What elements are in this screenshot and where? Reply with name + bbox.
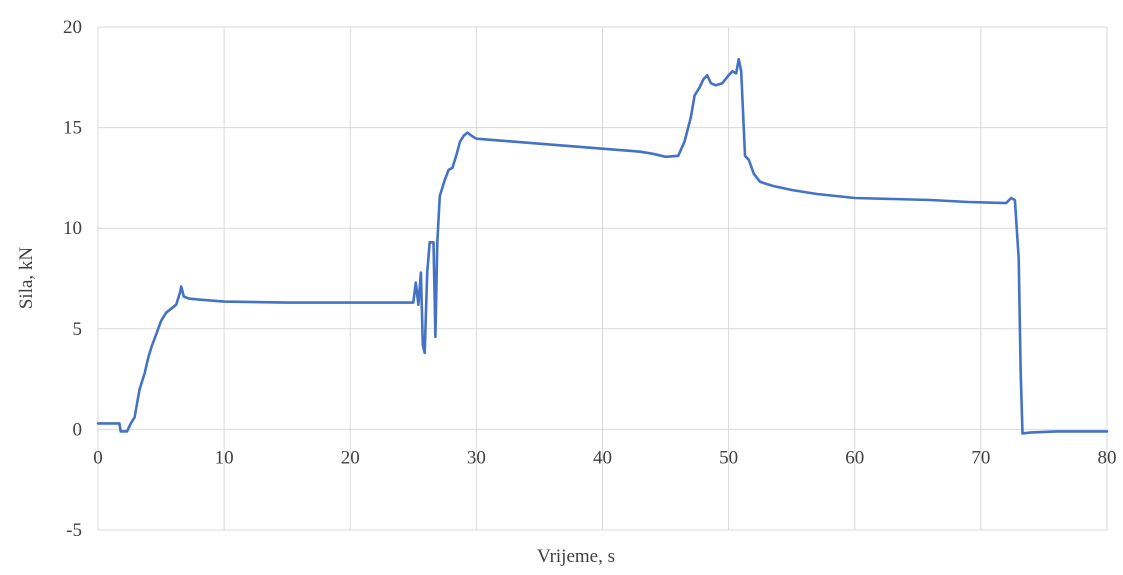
x-tick-label: 30: [467, 447, 486, 468]
y-axis-tick-labels: -5 0 5 10 15 20: [63, 17, 82, 541]
y-tick-label: 15: [63, 118, 82, 139]
series-line: [96, 57, 1109, 435]
y-tick-label: 20: [63, 17, 82, 38]
gridlines: [97, 26, 1108, 531]
x-tick-label: 80: [1098, 447, 1117, 468]
x-tick-label: 40: [593, 447, 612, 468]
x-axis-title: Vrijeme, s: [537, 546, 615, 567]
y-tick-label: -5: [66, 520, 82, 541]
y-axis-title: Sila, kN: [16, 247, 37, 310]
x-tick-label: 10: [215, 447, 234, 468]
x-tick-label: 20: [341, 447, 360, 468]
x-tick-label: 60: [845, 447, 864, 468]
series-layer: [96, 57, 1109, 435]
x-tick-label: 0: [93, 447, 103, 468]
y-tick-label: 5: [73, 319, 83, 340]
y-tick-label: 10: [63, 218, 82, 239]
x-tick-label: 50: [719, 447, 738, 468]
x-tick-label: 70: [971, 447, 990, 468]
x-axis-tick-labels: 0 10 20 30 40 50 60 70 80: [93, 447, 1116, 468]
y-tick-label: 0: [73, 419, 83, 440]
